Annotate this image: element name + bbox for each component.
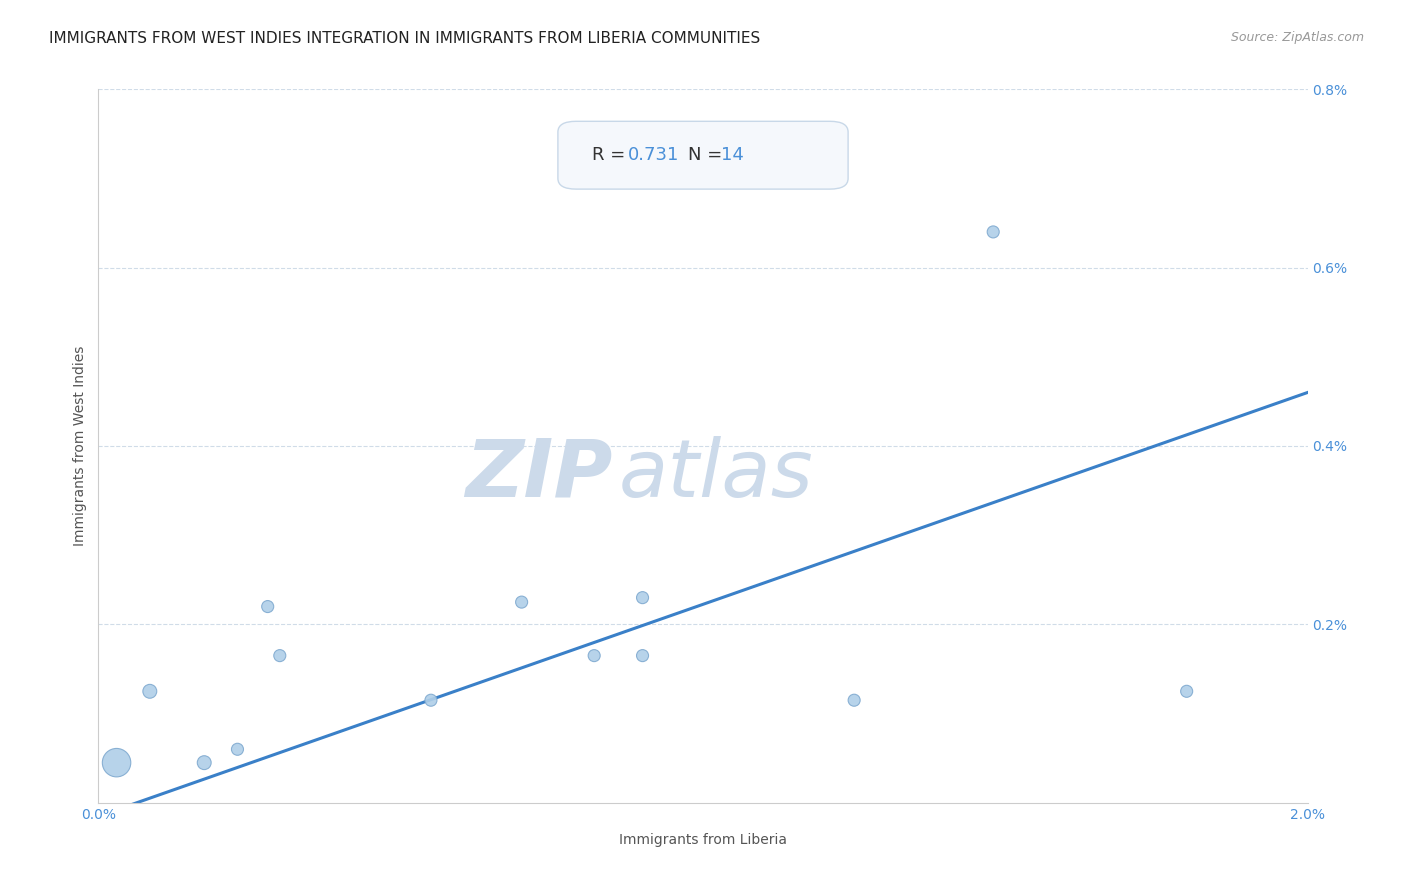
- Point: [226, 742, 249, 756]
- Point: [139, 684, 162, 698]
- Text: R =: R =: [592, 146, 631, 164]
- Point: [269, 648, 291, 663]
- X-axis label: Immigrants from Liberia: Immigrants from Liberia: [619, 833, 787, 847]
- Point: [105, 756, 128, 770]
- FancyBboxPatch shape: [558, 121, 848, 189]
- Text: 14: 14: [721, 146, 744, 164]
- Text: IMMIGRANTS FROM WEST INDIES INTEGRATION IN IMMIGRANTS FROM LIBERIA COMMUNITIES: IMMIGRANTS FROM WEST INDIES INTEGRATION …: [49, 31, 761, 46]
- Point: [193, 756, 215, 770]
- Text: 0.731: 0.731: [628, 146, 679, 164]
- Point: [631, 591, 654, 605]
- Point: [510, 595, 533, 609]
- Text: Source: ZipAtlas.com: Source: ZipAtlas.com: [1230, 31, 1364, 45]
- Point: [981, 225, 1004, 239]
- Text: ZIP: ZIP: [465, 435, 613, 514]
- Y-axis label: Immigrants from West Indies: Immigrants from West Indies: [73, 346, 87, 546]
- Point: [844, 693, 866, 707]
- Text: N =: N =: [689, 146, 728, 164]
- Point: [1175, 684, 1198, 698]
- Point: [420, 693, 443, 707]
- Point: [583, 648, 606, 663]
- Point: [256, 599, 278, 614]
- Text: atlas: atlas: [619, 435, 813, 514]
- Point: [631, 648, 654, 663]
